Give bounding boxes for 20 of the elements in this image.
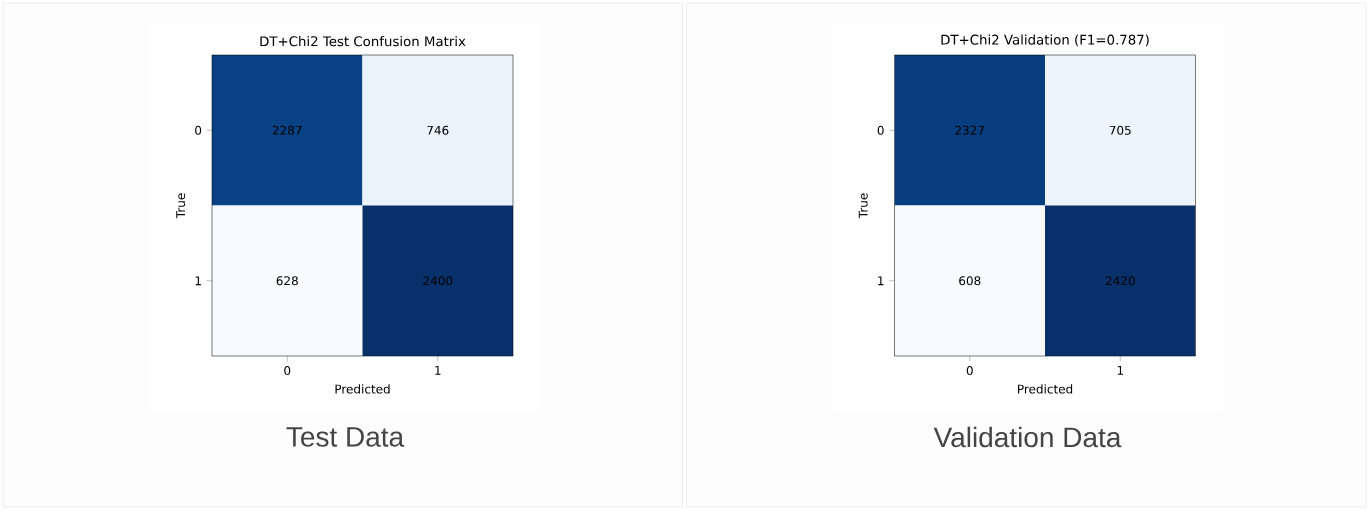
- data-label: 2287: [272, 125, 302, 135]
- chart-title: DT+Chi2 Validation (F1=0.787): [941, 34, 1149, 47]
- x-tick-label: 0: [284, 366, 291, 376]
- x-tick-label: 1: [1117, 366, 1123, 375]
- y-axis-title: True: [176, 193, 186, 219]
- x-axis-title: Predicted: [1018, 384, 1073, 394]
- x-tick-label: 1: [435, 366, 441, 375]
- y-axis-title: True: [858, 193, 868, 219]
- data-label: 2420: [1105, 276, 1135, 286]
- data-label: 746: [427, 125, 449, 135]
- data-label: 2400: [423, 276, 453, 286]
- text: Test Data: [286, 427, 405, 447]
- text: Validation Data: [933, 426, 1122, 448]
- data-label: 2327: [955, 125, 985, 135]
- data-label: 705: [1109, 125, 1131, 135]
- data-label: 628: [276, 276, 298, 286]
- x-axis-title: Predicted: [335, 384, 390, 394]
- data-label: 608: [959, 276, 981, 286]
- x-tick-label: 0: [966, 366, 973, 376]
- chart-title: DT+Chi2 Test Confusion Matrix: [260, 35, 466, 47]
